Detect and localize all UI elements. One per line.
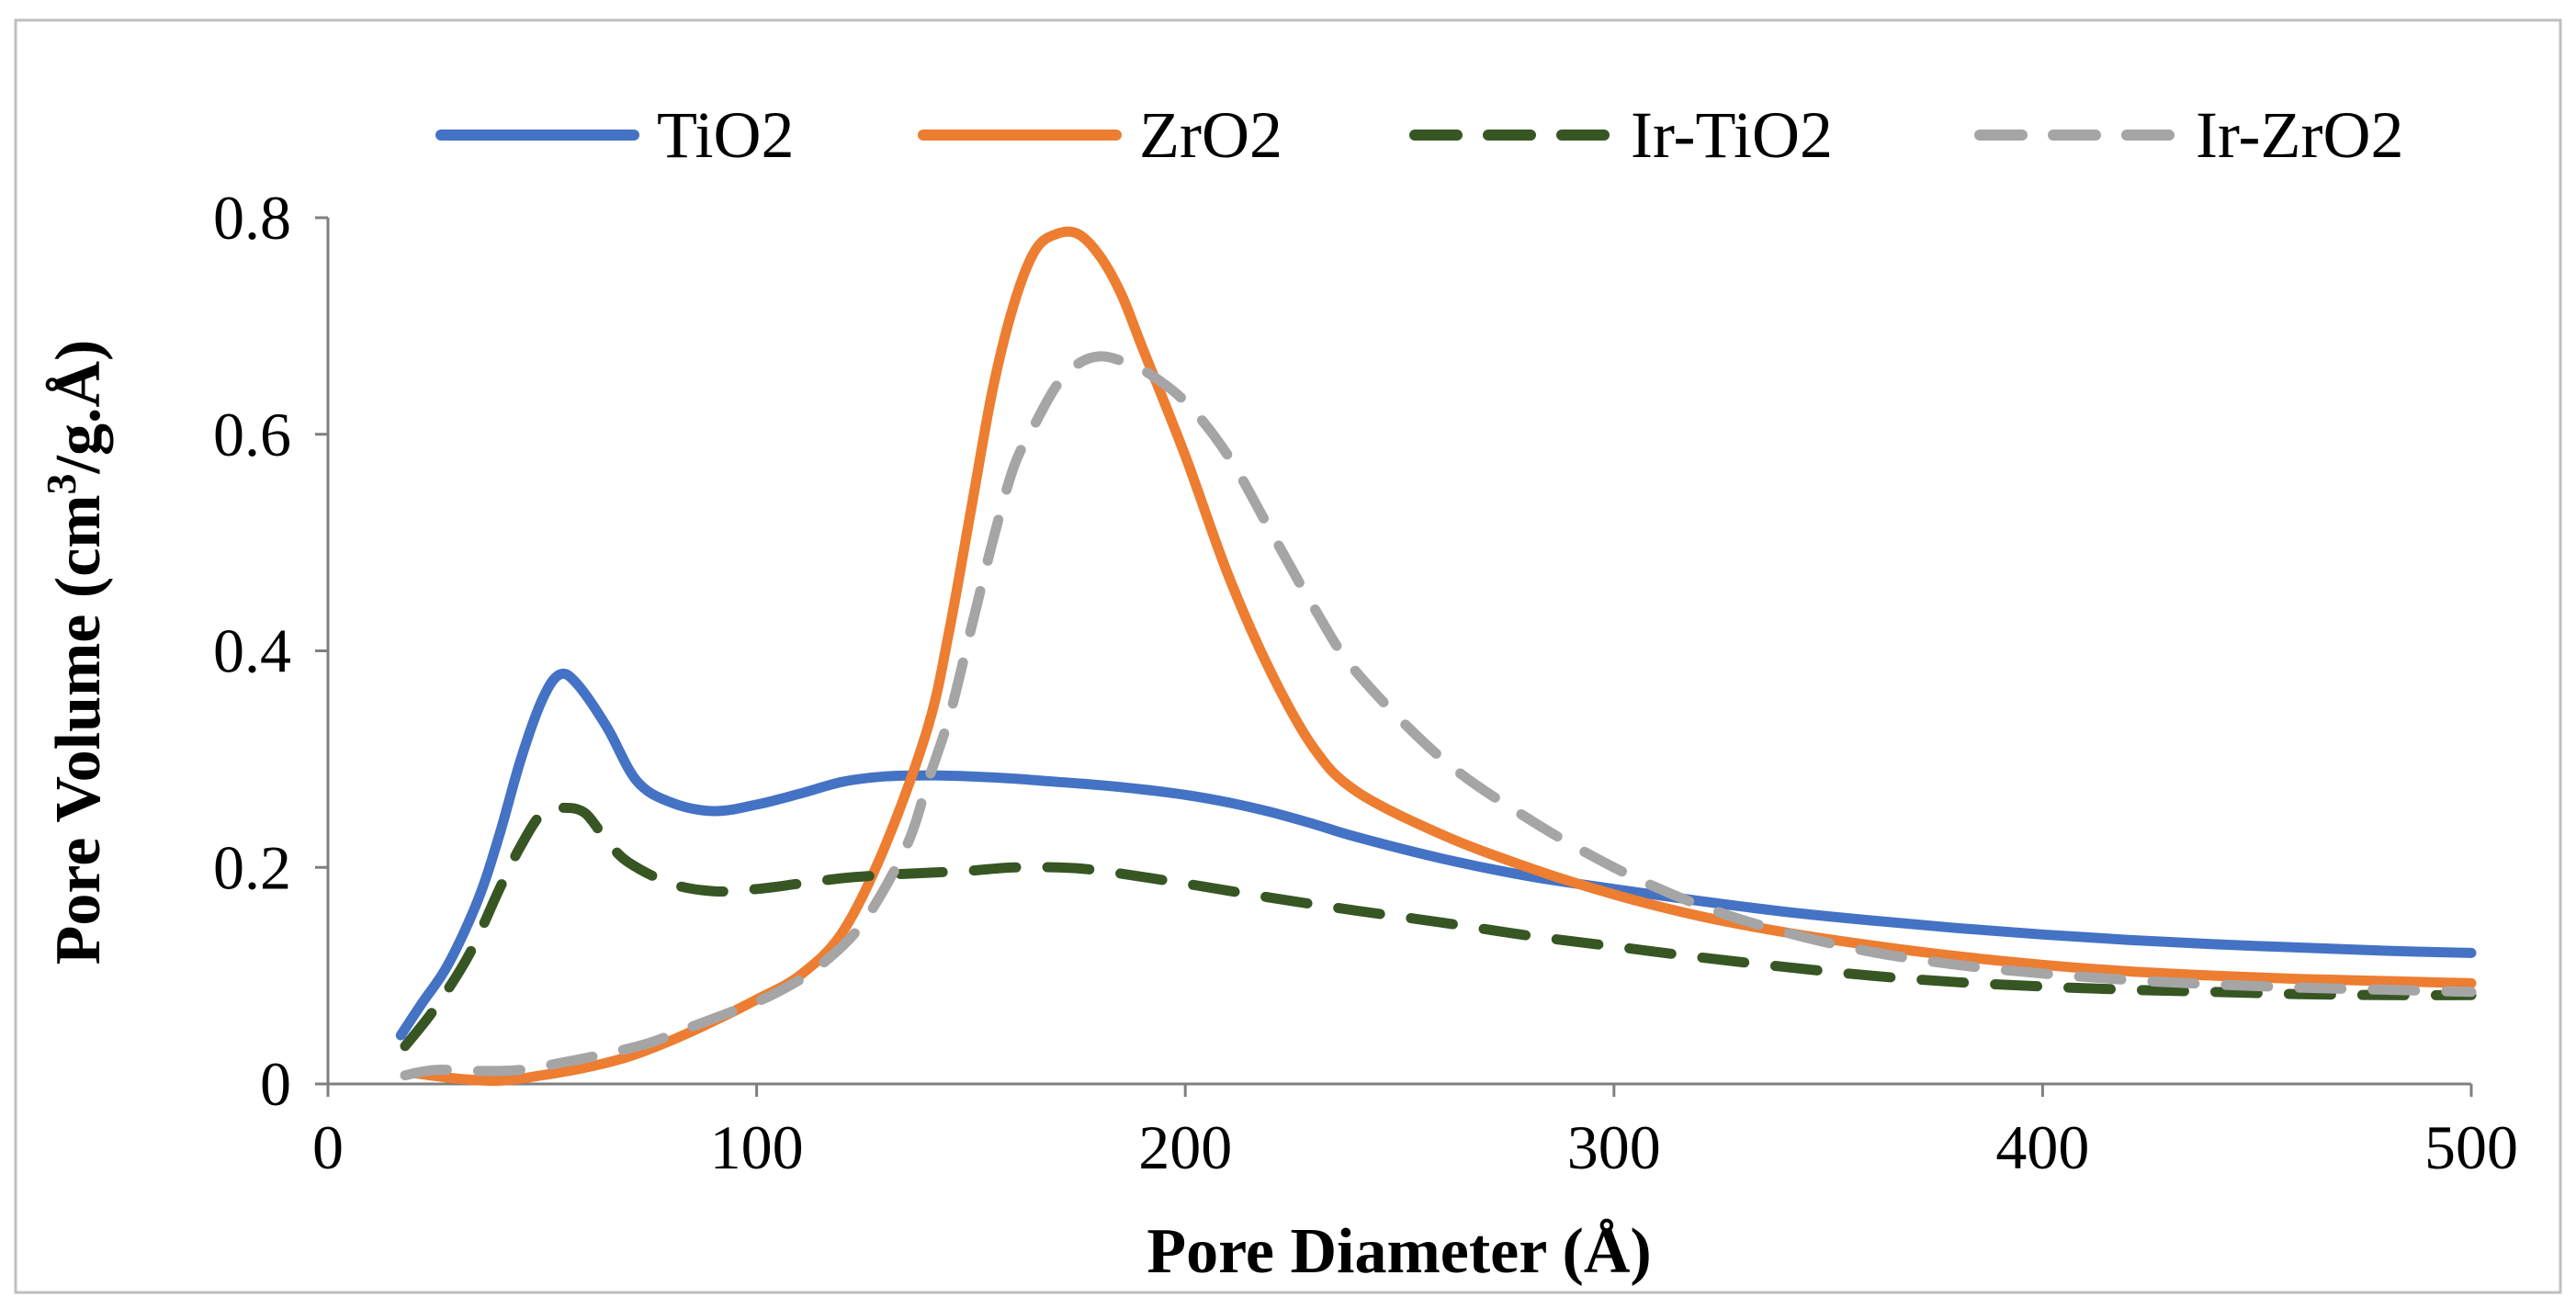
legend: TiO2 ZrO2 Ir-TiO2 Ir-ZrO2 xyxy=(435,98,2403,172)
y-tick-label: 0.8 xyxy=(213,183,291,253)
series-line-ir-tio2 xyxy=(400,802,2477,1052)
y-axis-title-part-2: /g.Å) xyxy=(43,340,114,475)
series-layer xyxy=(395,226,2477,1087)
x-tick-label: 500 xyxy=(2424,1112,2518,1182)
x-tick-label: 200 xyxy=(1138,1112,1232,1182)
y-tick-label: 0.4 xyxy=(213,616,291,686)
y-axis-title-part-1: Pore Volume (cm xyxy=(43,494,114,965)
series-line-ir-zro2 xyxy=(400,351,2477,1081)
series-line-tio2 xyxy=(395,668,2477,1041)
y-axis-title: Pore Volume (cm3/g.Å) xyxy=(38,340,114,965)
legend-label-tio2: TiO2 xyxy=(657,98,794,172)
series-line-zro2 xyxy=(408,226,2477,1087)
legend-label-zro2: ZrO2 xyxy=(1139,98,1282,172)
chart-border xyxy=(14,18,2562,1294)
x-tick-label: 0 xyxy=(312,1112,344,1182)
x-tick-label: 300 xyxy=(1567,1112,1661,1182)
y-ticks: 0 0.2 0.4 0.6 0.8 xyxy=(213,183,328,1119)
y-tick-label: 0 xyxy=(260,1049,291,1119)
y-axis-title-superscript: 3 xyxy=(38,473,85,494)
x-axis-title: Pore Diameter (Å) xyxy=(1147,1216,1651,1287)
legend-label-ir-tio2: Ir-TiO2 xyxy=(1631,98,1833,172)
y-tick-label: 0.6 xyxy=(213,400,291,469)
x-tick-label: 400 xyxy=(1995,1112,2089,1182)
x-tick-label: 100 xyxy=(710,1112,804,1182)
legend-label-ir-zro2: Ir-ZrO2 xyxy=(2196,98,2403,172)
x-ticks: 0 100 200 300 400 500 xyxy=(312,1084,2518,1182)
y-tick-label: 0.2 xyxy=(213,832,291,902)
